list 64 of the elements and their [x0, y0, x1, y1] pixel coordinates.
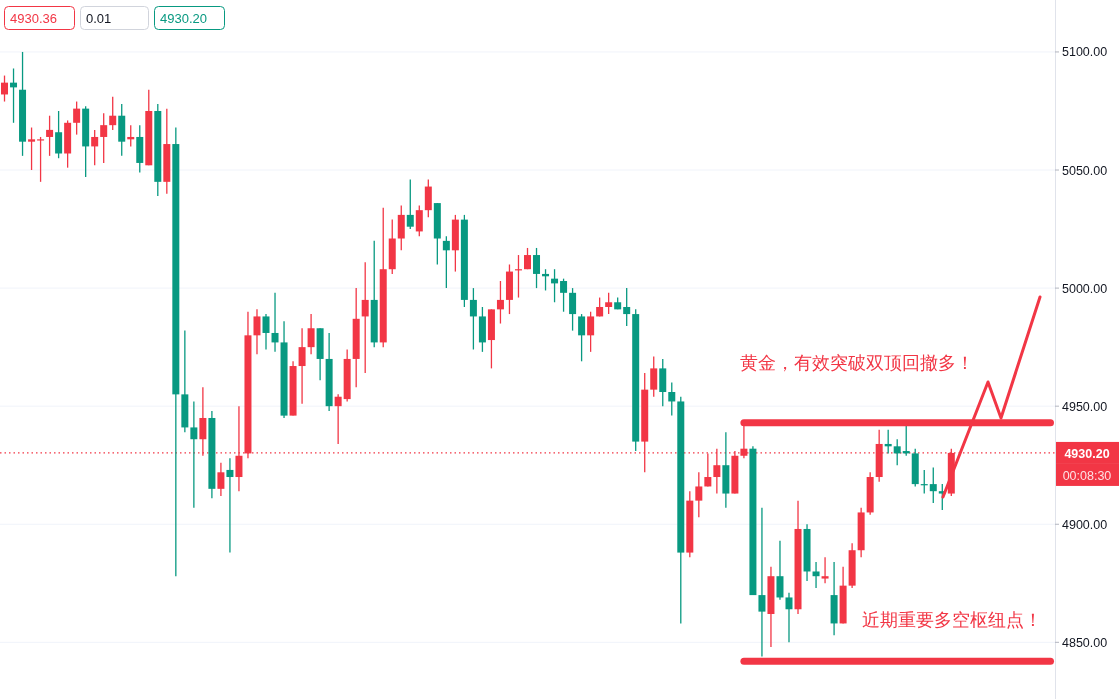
candlestick	[91, 129, 99, 166]
candlestick	[821, 556, 829, 584]
candlestick	[776, 540, 784, 601]
candlestick	[235, 405, 243, 492]
candlestick	[415, 204, 423, 237]
y-tick-label: 4850.00	[1062, 635, 1108, 650]
candlestick	[73, 100, 81, 136]
candlestick	[55, 110, 63, 159]
ref-line-label: 4930.20	[1064, 446, 1110, 461]
candlestick	[812, 561, 820, 589]
annotation: 黄金，有效突破双顶回撤多！	[740, 353, 974, 373]
candlestick	[28, 126, 36, 171]
candlestick	[307, 313, 315, 355]
candlestick	[713, 448, 721, 495]
annotation: 4930.20	[160, 11, 207, 26]
candlestick	[199, 386, 207, 457]
candlestick	[361, 261, 369, 374]
annotation: 近期重要多空枢纽点！	[862, 610, 1042, 630]
candlestick	[37, 136, 45, 183]
candlestick	[442, 235, 450, 289]
candlestick	[605, 292, 613, 315]
candlestick	[271, 292, 279, 353]
candlestick	[100, 112, 108, 164]
y-tick-label: 4950.00	[1062, 399, 1108, 414]
candlestick	[758, 507, 766, 658]
candlestick	[406, 178, 414, 230]
candlestick	[785, 592, 793, 643]
annotation: 0.01	[86, 11, 112, 26]
price-box: 0.01	[80, 6, 149, 30]
candlestick	[668, 381, 676, 417]
candlestick	[46, 115, 54, 157]
candlestick	[623, 287, 631, 327]
candlestick	[578, 313, 586, 362]
candlestick	[560, 278, 568, 313]
candlestick	[190, 400, 198, 509]
candlestick	[253, 308, 261, 355]
candlestick	[298, 327, 306, 405]
candlestick	[334, 393, 342, 445]
candlestick	[496, 280, 504, 325]
y-tick-label: 5100.00	[1062, 45, 1108, 60]
candlestick	[929, 466, 937, 504]
candlestick	[397, 204, 405, 251]
candlestick	[704, 452, 712, 488]
price-box: 4930.20	[154, 6, 225, 30]
candlestick	[587, 311, 595, 353]
y-tick-label: 5050.00	[1062, 163, 1108, 178]
candlestick	[569, 287, 577, 332]
candlestick	[893, 438, 901, 466]
candlestick	[262, 313, 270, 351]
annotation: 4930.36	[10, 11, 57, 26]
candlestick	[650, 355, 658, 398]
candlestick	[533, 247, 541, 289]
candlestick	[695, 471, 703, 518]
candlestick	[109, 96, 117, 131]
price-box: 4930.36	[4, 6, 75, 30]
candlestick	[217, 462, 225, 497]
candlestick	[659, 358, 667, 407]
candlestick	[424, 178, 432, 218]
y-tick-label: 4900.00	[1062, 517, 1108, 532]
candlestick	[1, 74, 9, 103]
y-tick-label: 5000.00	[1062, 281, 1108, 296]
candlestick	[226, 457, 234, 554]
text: 00:08:30	[1062, 468, 1112, 483]
candlestick	[469, 287, 477, 351]
